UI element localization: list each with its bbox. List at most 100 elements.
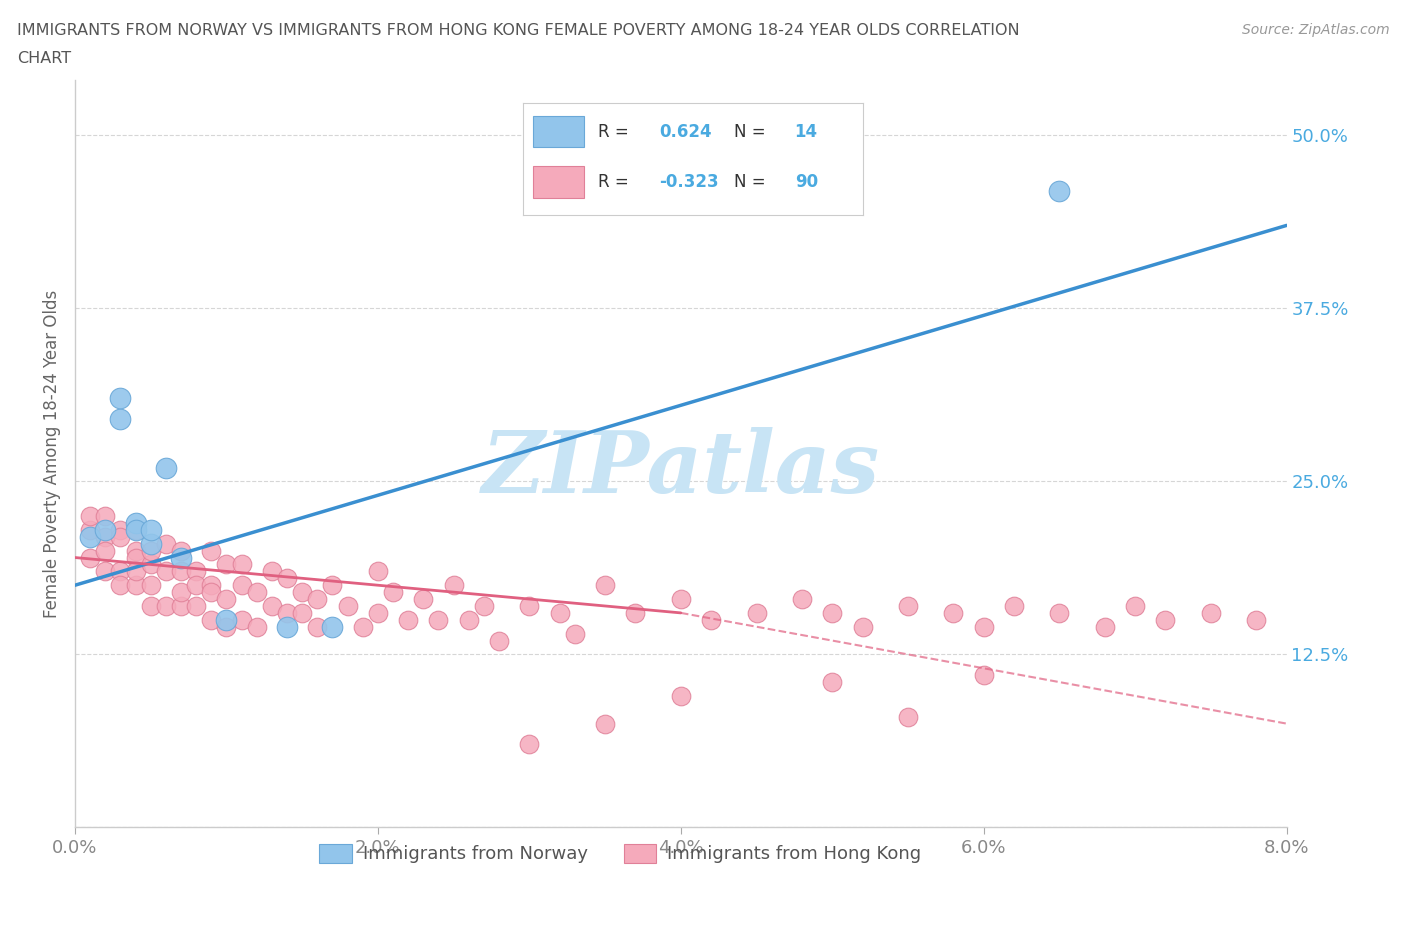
Point [745, 605, 768, 620]
Text: Source: ZipAtlas.com: Source: ZipAtlas.com [1241, 23, 1389, 37]
Point [94, 543, 117, 558]
Point [215, 591, 238, 606]
Point [307, 591, 329, 606]
Point [942, 605, 965, 620]
Point [124, 564, 146, 578]
Point [973, 619, 995, 634]
Y-axis label: Female Poverty Among 18-24 Year Olds: Female Poverty Among 18-24 Year Olds [44, 289, 60, 618]
Point [110, 564, 132, 578]
Point [94, 564, 117, 578]
Point [851, 619, 873, 634]
Point [215, 612, 238, 627]
Point [139, 599, 162, 614]
Point [382, 585, 405, 600]
Point [94, 509, 117, 524]
Point [124, 578, 146, 592]
Point [110, 391, 132, 405]
Point [593, 578, 616, 592]
Point [669, 591, 692, 606]
Point [1094, 619, 1116, 634]
Point [427, 612, 450, 627]
Point [124, 551, 146, 565]
Point [231, 578, 253, 592]
Point [1002, 599, 1025, 614]
Point [124, 523, 146, 538]
Text: IMMIGRANTS FROM NORWAY VS IMMIGRANTS FROM HONG KONG FEMALE POVERTY AMONG 18-24 Y: IMMIGRANTS FROM NORWAY VS IMMIGRANTS FRO… [17, 23, 1019, 38]
Point [186, 564, 208, 578]
Point [700, 612, 723, 627]
Point [790, 591, 813, 606]
Point [155, 537, 177, 551]
Point [396, 612, 419, 627]
Point [124, 543, 146, 558]
Point [186, 578, 208, 592]
Point [412, 591, 434, 606]
Point [564, 626, 586, 641]
Point [231, 612, 253, 627]
Point [200, 543, 222, 558]
Point [443, 578, 465, 592]
Point [457, 612, 479, 627]
Point [110, 578, 132, 592]
Point [170, 599, 193, 614]
Point [139, 537, 162, 551]
Point [307, 619, 329, 634]
Point [94, 523, 117, 538]
Point [488, 633, 510, 648]
Point [973, 668, 995, 683]
Point [472, 599, 495, 614]
Point [276, 619, 298, 634]
Point [139, 543, 162, 558]
Text: ZIPatlas: ZIPatlas [482, 427, 880, 511]
Point [669, 688, 692, 703]
Point [1047, 605, 1070, 620]
Point [170, 564, 193, 578]
Point [260, 564, 283, 578]
Point [260, 599, 283, 614]
Point [110, 523, 132, 538]
Point [215, 557, 238, 572]
Point [200, 578, 222, 592]
Point [215, 619, 238, 634]
Point [1246, 612, 1268, 627]
Point [367, 605, 389, 620]
Point [170, 551, 193, 565]
Point [246, 585, 269, 600]
Point [624, 605, 647, 620]
Point [336, 599, 359, 614]
Point [548, 605, 571, 620]
Point [352, 619, 374, 634]
Point [79, 529, 101, 544]
Point [186, 599, 208, 614]
Point [155, 564, 177, 578]
Point [124, 523, 146, 538]
Point [110, 412, 132, 427]
Point [110, 529, 132, 544]
Point [821, 674, 844, 689]
Point [1154, 612, 1177, 627]
Point [517, 737, 540, 751]
Point [1047, 183, 1070, 198]
Point [79, 509, 101, 524]
Point [139, 578, 162, 592]
Point [1199, 605, 1222, 620]
Point [79, 551, 101, 565]
Point [593, 716, 616, 731]
Point [170, 543, 193, 558]
Point [94, 529, 117, 544]
Point [200, 612, 222, 627]
Point [821, 605, 844, 620]
Point [79, 523, 101, 538]
Point [155, 599, 177, 614]
Point [276, 605, 298, 620]
Point [321, 619, 343, 634]
Point [321, 578, 343, 592]
Point [200, 585, 222, 600]
Point [291, 585, 314, 600]
Point [170, 585, 193, 600]
Point [517, 599, 540, 614]
Point [155, 460, 177, 475]
Point [897, 710, 920, 724]
Point [139, 557, 162, 572]
Point [231, 557, 253, 572]
